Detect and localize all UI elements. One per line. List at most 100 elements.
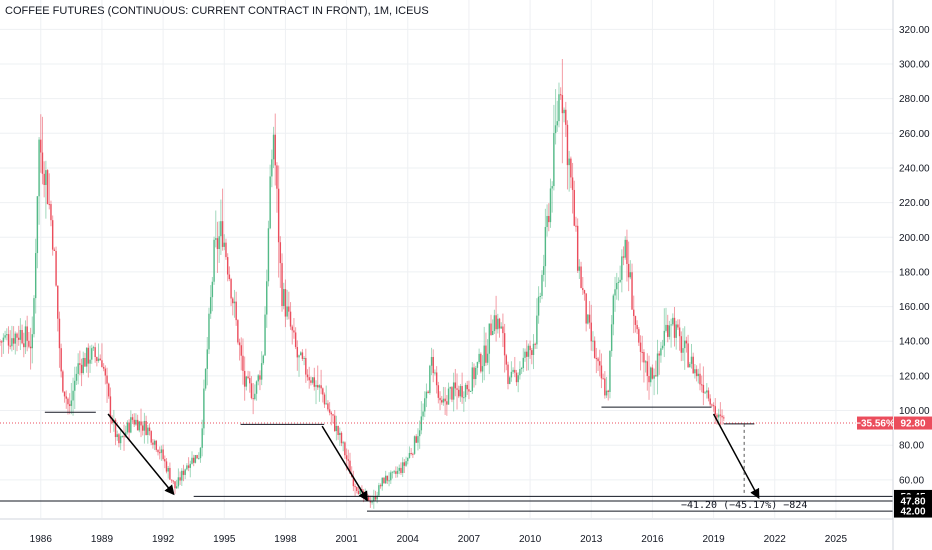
candle-body xyxy=(565,109,567,125)
candle-body xyxy=(684,340,686,349)
candle-body xyxy=(515,372,518,383)
candle-body xyxy=(242,355,244,371)
chart-title: COFFEE FUTURES (CONTINUOUS: CURRENT CONT… xyxy=(5,5,429,17)
price-change-tag xyxy=(857,416,893,430)
candle-body xyxy=(191,457,193,464)
candle-body xyxy=(118,434,120,444)
candle-body xyxy=(347,459,349,461)
candle-body xyxy=(238,342,241,346)
candle-body xyxy=(12,338,15,344)
candle-body xyxy=(396,470,399,474)
candle-body xyxy=(60,348,62,372)
candle-body xyxy=(192,457,195,463)
candle-body xyxy=(225,242,227,258)
candle-body xyxy=(145,420,147,435)
candle-body xyxy=(706,390,708,393)
candle-body xyxy=(531,350,533,355)
candle-body xyxy=(208,313,210,350)
candle-body xyxy=(675,324,677,338)
candle-body xyxy=(323,394,326,405)
candle-body xyxy=(617,281,620,283)
candle-body xyxy=(651,367,654,379)
candle-body xyxy=(99,358,101,361)
candle-body xyxy=(279,242,282,264)
candle-body xyxy=(337,425,339,436)
candle-body xyxy=(204,368,207,389)
candle-body xyxy=(401,462,404,473)
candle-body xyxy=(6,334,8,336)
y-tick-label: 320.00 xyxy=(899,25,930,36)
current-price-tag-text: 92.80 xyxy=(900,419,925,430)
candle-body xyxy=(503,333,506,356)
candle-body xyxy=(648,376,650,383)
trend-arrow xyxy=(321,425,369,502)
candle-body xyxy=(291,326,293,331)
candle-body xyxy=(439,397,441,401)
y-tick-label: 120.00 xyxy=(899,371,930,382)
candle-body xyxy=(452,382,455,400)
y-tick-label: 60.00 xyxy=(899,475,924,486)
candle-body xyxy=(670,324,672,326)
candle-body xyxy=(524,351,526,358)
candle-body xyxy=(478,353,480,363)
candle-body xyxy=(357,490,360,495)
candle-body xyxy=(576,225,579,271)
candle-body xyxy=(631,272,633,310)
candle-body xyxy=(723,417,725,419)
candle-body xyxy=(668,325,671,337)
candle-body xyxy=(622,256,625,258)
candle-body xyxy=(9,345,11,347)
candle-body xyxy=(486,353,489,363)
candle-body xyxy=(626,239,628,264)
candle-body xyxy=(667,324,669,337)
candle-body xyxy=(313,377,316,387)
candle-body xyxy=(697,373,699,377)
candle-body xyxy=(276,165,278,189)
candle-body xyxy=(245,376,248,387)
candle-body xyxy=(660,348,662,356)
candle-body xyxy=(707,390,710,399)
candle-body xyxy=(17,337,20,340)
x-tick-label: 2019 xyxy=(702,534,725,545)
candle-body xyxy=(308,377,310,381)
candle-body xyxy=(72,390,74,401)
candle-body xyxy=(369,501,372,503)
candle-body xyxy=(62,371,64,392)
candle-body xyxy=(497,318,499,330)
candle-body xyxy=(619,279,621,282)
candle-body xyxy=(196,455,198,459)
candle-body xyxy=(597,358,599,362)
candle-body xyxy=(57,285,59,319)
candle-body xyxy=(345,455,348,460)
candle-body xyxy=(354,486,356,488)
level-tag-text: 42.00 xyxy=(900,507,925,518)
candle-body xyxy=(233,301,236,304)
candle-body xyxy=(600,365,603,379)
candle-body xyxy=(716,414,718,418)
candle-body xyxy=(527,345,530,357)
candle-body xyxy=(135,419,137,425)
candle-body xyxy=(174,481,176,489)
candle-body xyxy=(658,353,660,356)
candle-body xyxy=(639,342,642,352)
candle-body xyxy=(293,330,295,333)
candle-body xyxy=(430,356,433,366)
candle-body xyxy=(407,457,409,462)
candle-body xyxy=(142,425,144,431)
candle-body xyxy=(695,369,698,377)
candle-body xyxy=(471,367,474,391)
y-tick-label: 200.00 xyxy=(899,233,930,244)
candle-body xyxy=(218,236,220,250)
candle-body xyxy=(475,367,477,380)
candle-body xyxy=(330,412,333,415)
candle-body xyxy=(36,196,39,254)
y-tick-label: 160.00 xyxy=(899,302,930,313)
candle-body xyxy=(656,353,659,377)
candle-body xyxy=(593,340,596,359)
candle-body xyxy=(237,320,239,343)
candle-body xyxy=(367,495,370,502)
candle-body xyxy=(43,173,45,185)
candle-body xyxy=(510,371,513,378)
candle-body xyxy=(466,384,468,390)
